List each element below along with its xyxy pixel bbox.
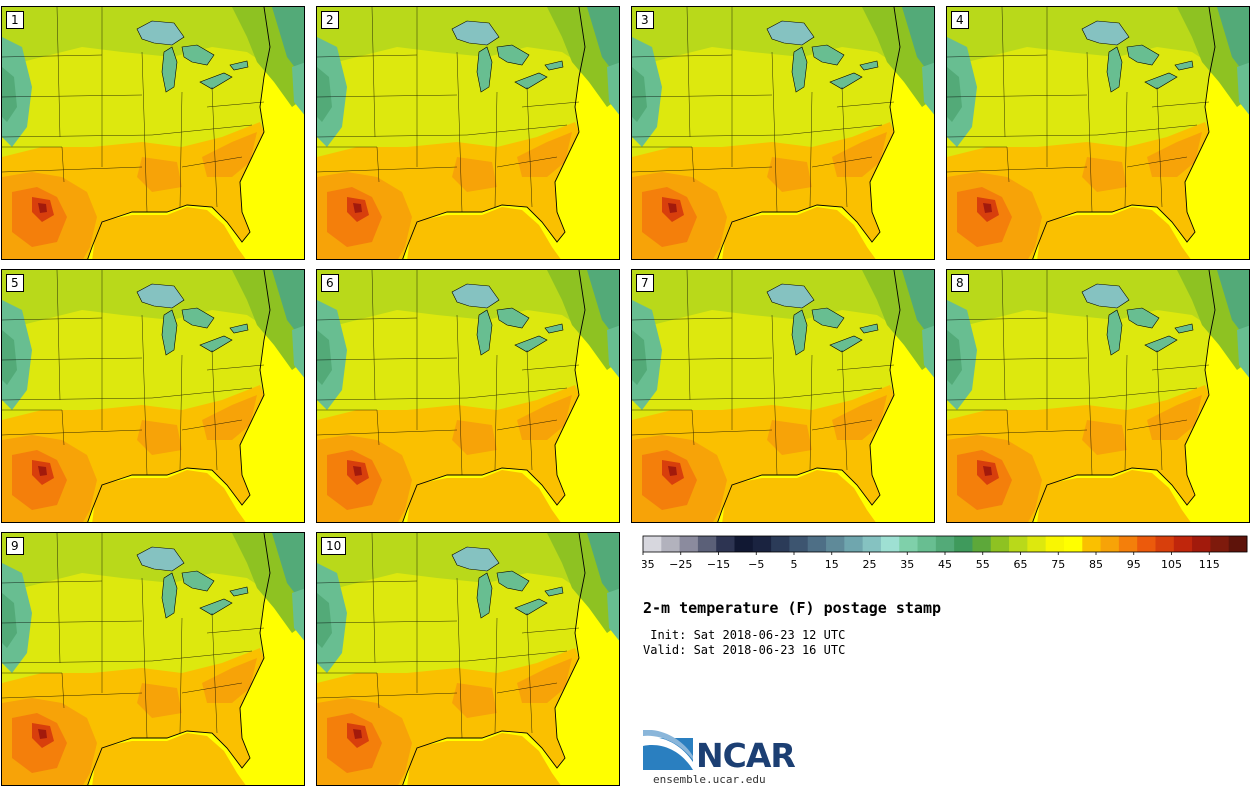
colorbar-bin xyxy=(771,536,790,552)
member-label: 8 xyxy=(951,274,969,292)
member-label: 9 xyxy=(6,537,24,555)
colorbar-bin xyxy=(734,536,754,552)
map-image xyxy=(317,7,620,260)
colorbar-bin xyxy=(1192,536,1211,552)
colorbar-bin xyxy=(661,536,681,552)
map-image xyxy=(2,533,305,786)
colorbar-bin xyxy=(954,536,973,552)
colorbar-bin xyxy=(697,536,717,552)
ncar-logo-text: NCAR xyxy=(696,736,796,775)
colorbar-bin xyxy=(1210,536,1230,552)
map-image xyxy=(947,7,1250,260)
member-map-6: 6 xyxy=(316,269,620,523)
colorbar-bin xyxy=(1173,536,1193,552)
map-image xyxy=(317,270,620,523)
colorbar-bin xyxy=(826,536,845,552)
member-map-4: 4 xyxy=(946,6,1250,260)
colorbar-tick-label: 45 xyxy=(938,558,952,571)
colorbar-bin xyxy=(899,536,919,552)
colorbar-bin xyxy=(1100,536,1120,552)
colorbar-bin xyxy=(1063,536,1083,552)
colorbar-tick-label: 5 xyxy=(791,558,798,571)
colorbar-tick-label: 15 xyxy=(825,558,839,571)
member-label: 5 xyxy=(6,274,24,292)
colorbar-tick-label: 95 xyxy=(1127,558,1141,571)
colorbar-bin xyxy=(679,536,699,552)
member-map-1: 1 xyxy=(1,6,305,260)
map-image xyxy=(2,7,305,260)
colorbar-bin xyxy=(1009,536,1028,552)
colorbar-tick-label: −15 xyxy=(707,558,730,571)
colorbar-tick-label: 105 xyxy=(1161,558,1182,571)
colorbar-bin xyxy=(972,536,992,552)
init-time: Init: Sat 2018-06-23 12 UTC xyxy=(643,628,846,642)
map-image xyxy=(632,270,935,523)
colorbar-tick-label: −25 xyxy=(669,558,692,571)
member-map-2: 2 xyxy=(316,6,620,260)
colorbar-bin xyxy=(807,536,827,552)
colorbar-bin xyxy=(789,536,809,552)
member-map-9: 9 xyxy=(1,532,305,786)
colorbar-tick-label: 115 xyxy=(1199,558,1220,571)
colorbar-bin xyxy=(1027,536,1047,552)
colorbar-bin xyxy=(862,536,882,552)
member-label: 7 xyxy=(636,274,654,292)
colorbar-tick-label: −5 xyxy=(748,558,764,571)
member-map-5: 5 xyxy=(1,269,305,523)
map-image xyxy=(2,270,305,523)
colorbar-bin xyxy=(935,536,955,552)
colorbar-tick-label: 85 xyxy=(1089,558,1103,571)
map-image xyxy=(317,533,620,786)
colorbar-bin xyxy=(1118,536,1138,552)
colorbar-bin xyxy=(990,536,1010,552)
member-label: 3 xyxy=(636,11,654,29)
member-map-10: 10 xyxy=(316,532,620,786)
colorbar-bin xyxy=(1155,536,1175,552)
figure-title: 2-m temperature (F) postage stamp xyxy=(643,599,942,617)
website-url[interactable]: ensemble.ucar.edu xyxy=(653,773,766,786)
colorbar-bin xyxy=(716,536,736,552)
colorbar-tick-label: 25 xyxy=(863,558,877,571)
colorbar-bin xyxy=(1082,536,1102,552)
colorbar-tick-label: 55 xyxy=(976,558,990,571)
colorbar-bin xyxy=(917,536,937,552)
ncar-logo-icon xyxy=(643,730,693,770)
colorbar-bin xyxy=(1228,536,1248,552)
colorbar-bin xyxy=(1045,536,1065,552)
member-label: 1 xyxy=(6,11,24,29)
member-map-8: 8 xyxy=(946,269,1250,523)
valid-time: Valid: Sat 2018-06-23 16 UTC xyxy=(643,643,846,657)
colorbar-tick-label: 35 xyxy=(900,558,914,571)
colorbar-tick-label: 75 xyxy=(1051,558,1065,571)
map-image xyxy=(947,270,1250,523)
member-label: 10 xyxy=(321,537,347,555)
colorbar-bin xyxy=(1137,536,1156,552)
colorbar-tick-label: 65 xyxy=(1014,558,1028,571)
member-map-3: 3 xyxy=(631,6,935,260)
member-label: 2 xyxy=(321,11,339,29)
colorbar: −35 −25 −15 −5 5 15 25 35 45 55 65 75 85 95 105 115 xyxy=(642,535,1248,571)
colorbar-bin xyxy=(880,536,900,552)
colorbar-bin xyxy=(844,536,864,552)
colorbar-tick-label: −35 xyxy=(642,558,655,571)
member-label: 4 xyxy=(951,11,969,29)
colorbar-bin xyxy=(752,536,772,552)
member-map-7: 7 xyxy=(631,269,935,523)
member-label: 6 xyxy=(321,274,339,292)
map-image xyxy=(632,7,935,260)
colorbar-bin xyxy=(643,536,662,552)
